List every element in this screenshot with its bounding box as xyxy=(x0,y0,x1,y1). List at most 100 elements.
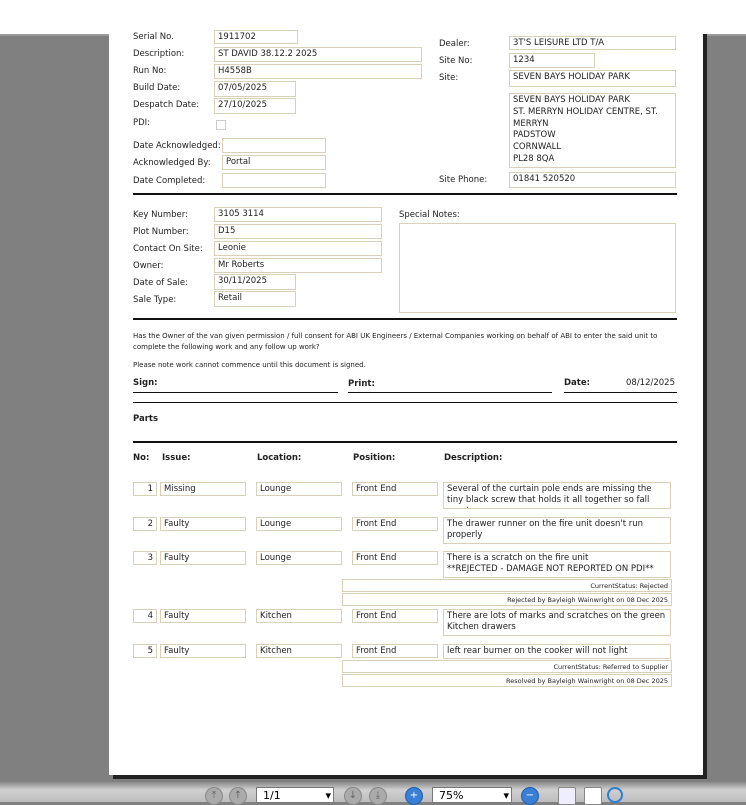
part-no: 5 xyxy=(133,644,157,658)
page-value: 1/1 xyxy=(263,789,281,802)
part-no: 1 xyxy=(133,482,157,496)
ack-date-field xyxy=(222,138,326,153)
col-position: Position: xyxy=(353,453,396,463)
site-field: SEVEN BAYS HOLIDAY PARK xyxy=(509,70,676,87)
phone-field: 01841 520520 xyxy=(509,172,676,188)
part-description: Several of the curtain pole ends are mis… xyxy=(443,482,671,509)
key-field: 3105 3114 xyxy=(214,207,382,222)
site-no-field: 1234 xyxy=(509,53,595,68)
fit-width-icon[interactable] xyxy=(558,787,576,805)
part-location: Lounge xyxy=(256,482,342,496)
parts-title: Parts xyxy=(133,414,159,424)
contact-field: Leonie xyxy=(214,241,382,256)
first-page-icon[interactable]: ⤒ xyxy=(205,787,223,805)
sale-date-label: Date of Sale: xyxy=(133,278,188,288)
owner-label: Owner: xyxy=(133,261,164,271)
plot-label: Plot Number: xyxy=(133,227,189,237)
part-issue: Missing xyxy=(160,482,246,496)
address-field: SEVEN BAYS HOLIDAY PARK ST. MERRYN HOLID… xyxy=(509,93,676,168)
part-description: The drawer runner on the fire unit doesn… xyxy=(443,517,671,544)
part-location: Kitchen xyxy=(256,609,342,623)
pdi-label: PDI: xyxy=(133,118,151,128)
build-field: 07/05/2025 xyxy=(214,81,296,97)
completed-field xyxy=(222,173,326,188)
part-no: 3 xyxy=(133,551,157,565)
part-position: Front End xyxy=(352,644,438,658)
consent-note: Please note work cannot commence until t… xyxy=(133,361,366,369)
sale-type-field: Retail xyxy=(214,291,296,307)
site-no-label: Site No: xyxy=(439,56,473,66)
dealer-field: 3T'S LEISURE LTD T/A xyxy=(509,36,676,50)
col-location: Location: xyxy=(257,453,302,463)
part-resolution: Resolved by Bayleigh Wainwright on 08 De… xyxy=(342,674,672,687)
fit-page-icon[interactable] xyxy=(584,787,602,805)
notes-label: Special Notes: xyxy=(399,210,460,220)
divider xyxy=(133,318,677,320)
sign-line[interactable] xyxy=(133,392,338,393)
date-line xyxy=(564,392,677,393)
contact-label: Contact On Site: xyxy=(133,244,203,254)
part-position: Front End xyxy=(352,482,438,496)
dealer-label: Dealer: xyxy=(439,39,470,49)
ack-date-label: Date Acknowledged: xyxy=(133,141,221,151)
part-location: Kitchen xyxy=(256,644,342,658)
plot-field: D15 xyxy=(214,224,382,239)
description-field: ST DAVID 38.12.2 2025 xyxy=(214,47,422,62)
part-location: Lounge xyxy=(256,551,342,565)
run-field: H4558B xyxy=(214,64,422,79)
part-status: CurrentStatus: Rejected xyxy=(342,579,672,592)
divider xyxy=(133,441,677,443)
zoom-select[interactable]: 75% ▾ xyxy=(432,787,512,803)
build-label: Build Date: xyxy=(133,83,181,93)
consent-date: 08/12/2025 xyxy=(626,378,675,388)
sale-type-label: Sale Type: xyxy=(133,295,177,305)
part-description: There are lots of marks and scratches on… xyxy=(443,609,671,636)
completed-label: Date Completed: xyxy=(133,176,206,186)
phone-label: Site Phone: xyxy=(439,175,488,185)
col-no: No: xyxy=(133,453,150,463)
pdf-toolbar: ⤒ ↑ 1/1 ▾ ↓ ⤓ + 75% ▾ − xyxy=(0,782,746,805)
part-position: Front End xyxy=(352,551,438,565)
part-position: Front End xyxy=(352,517,438,531)
print-line[interactable] xyxy=(348,392,552,393)
document-page: Serial No. 1911702 Description: ST DAVID… xyxy=(109,30,703,775)
last-page-icon[interactable]: ⤓ xyxy=(369,787,387,805)
site-label: Site: xyxy=(439,73,459,83)
zoom-in-icon[interactable]: + xyxy=(405,787,423,805)
part-issue: Faulty xyxy=(160,551,246,565)
description-label: Description: xyxy=(133,49,185,59)
part-position: Front End xyxy=(352,609,438,623)
ack-by-label: Acknowledged By: xyxy=(133,158,211,168)
ack-by-field: Portal xyxy=(222,155,326,170)
part-description: There is a scratch on the fire unit **RE… xyxy=(443,551,671,578)
part-resolution: Rejected by Bayleigh Wainwright on 08 De… xyxy=(342,593,672,606)
sale-date-field: 30/11/2025 xyxy=(214,274,296,290)
col-issue: Issue: xyxy=(162,453,191,463)
part-issue: Faulty xyxy=(160,644,246,658)
key-label: Key Number: xyxy=(133,210,188,220)
serial-label: Serial No. xyxy=(133,32,174,42)
despatch-label: Despatch Date: xyxy=(133,100,200,110)
consent-question: Has the Owner of the van given permissio… xyxy=(133,332,658,351)
chevron-down-icon: ▾ xyxy=(503,789,509,802)
part-location: Lounge xyxy=(256,517,342,531)
despatch-field: 27/10/2025 xyxy=(214,98,296,114)
part-issue: Faulty xyxy=(160,517,246,531)
next-page-icon[interactable]: ↓ xyxy=(344,787,362,805)
chevron-down-icon: ▾ xyxy=(325,789,331,802)
divider xyxy=(133,402,677,403)
prev-page-icon[interactable]: ↑ xyxy=(229,787,247,805)
divider xyxy=(133,193,677,195)
owner-field: Mr Roberts xyxy=(214,258,382,273)
rotate-icon[interactable] xyxy=(607,787,623,803)
print-label: Print: xyxy=(348,379,375,389)
zoom-out-icon[interactable]: − xyxy=(521,787,539,805)
part-no: 2 xyxy=(133,517,157,531)
page-select[interactable]: 1/1 ▾ xyxy=(256,787,334,803)
sign-label: Sign: xyxy=(133,378,158,388)
col-description: Description: xyxy=(444,453,503,463)
date-label: Date: xyxy=(564,378,591,388)
serial-field: 1911702 xyxy=(214,30,298,44)
part-no: 4 xyxy=(133,609,157,623)
pdi-checkbox[interactable] xyxy=(216,120,226,130)
